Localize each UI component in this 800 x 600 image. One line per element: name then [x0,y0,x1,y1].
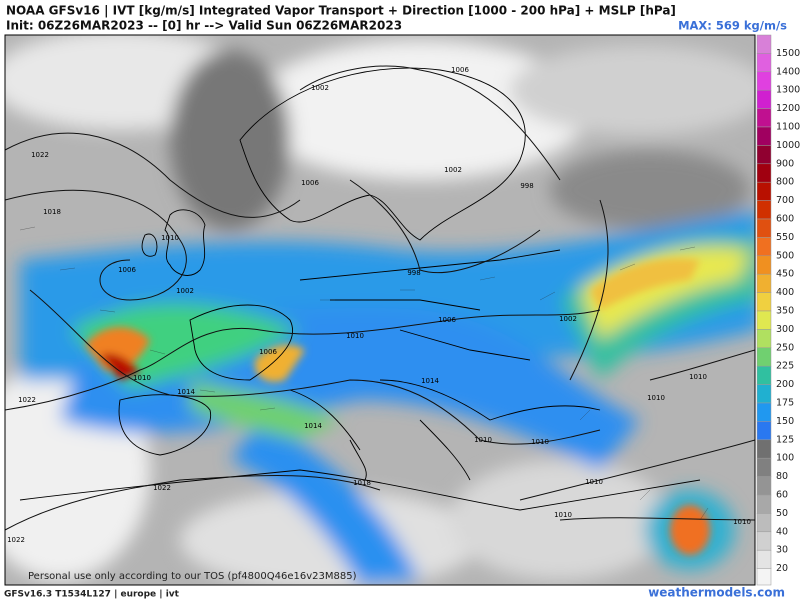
init-time: Init: 06Z26MAR2023 -- [0] hr --> Valid S… [6,19,402,33]
colorbar-swatch [756,329,772,349]
colorbar-swatch [756,494,772,514]
colorbar-label: 150 [776,416,794,427]
colorbar-swatch [756,384,772,404]
colorbar-swatch [756,457,772,477]
colorbar-label: 1500 [776,48,800,59]
isobar-label: 1018 [43,208,61,216]
isobar-label: 998 [407,269,420,277]
isobar-label: 1010 [346,332,364,340]
colorbar-label: 1000 [776,140,800,151]
footer-model: GFSv16.3 T1534L127 | europe | ivt [4,590,180,600]
colorbar-label: 100 [776,453,794,464]
colorbar-label: 550 [776,232,794,243]
colorbar-swatch [756,163,772,183]
title: NOAA GFSv16 | IVT [kg/m/s] Integrated Va… [6,4,676,18]
colorbar-label: 40 [776,526,788,537]
colorbar-label: 450 [776,269,794,280]
colorbar-label: 1200 [776,103,800,114]
isobar-label: 1022 [31,151,49,159]
colorbar-label: 50 [776,508,788,519]
isobar-label: 1006 [451,66,469,74]
colorbar-label: 300 [776,324,794,335]
isobar-label: 1014 [304,422,322,430]
colorbar-label: 60 [776,490,788,501]
isobar-label: 1006 [118,266,136,274]
colorbar-swatch [756,476,772,496]
colorbar-label: 80 [776,471,788,482]
isobar-label: 1010 [474,436,492,444]
isobar-label: 1002 [311,84,329,92]
colorbar-swatch [756,34,772,54]
colorbar-label: 800 [776,177,794,188]
isobar-label: 1022 [7,536,25,544]
colorbar-swatch [756,71,772,91]
colorbar-swatch [756,439,772,459]
colorbar-label: 600 [776,214,794,225]
colorbar-label: 200 [776,379,794,390]
colorbar-swatch [756,108,772,128]
isobar-label: 1002 [176,287,194,295]
colorbar-swatch [756,53,772,73]
isobar-label: 1002 [444,166,462,174]
colorbar-swatch [756,365,772,385]
colorbar-swatch [756,513,772,533]
map-frame [4,34,756,586]
colorbar-swatch [756,347,772,367]
colorbar-label: 700 [776,195,794,206]
colorbar-label: 125 [776,434,794,445]
isobar-label: 1010 [554,511,572,519]
isobar-label: 1022 [153,484,171,492]
isobar-label: 998 [520,182,533,190]
map [5,35,755,585]
colorbar-label: 20 [776,563,788,574]
watermark: Personal use only according to our TOS (… [28,571,357,582]
colorbar-label: 500 [776,250,794,261]
isobar-label: 1002 [559,315,577,323]
isobar-label: 1014 [421,377,439,385]
colorbar-swatch [756,310,772,330]
isobar-label: 1022 [18,396,36,404]
colorbar-swatch [756,531,772,551]
colorbar-swatch [756,145,772,165]
footer-site[interactable]: weathermodels.com [648,586,785,600]
colorbar-swatch [756,255,772,275]
isobar-label: 1014 [177,388,195,396]
colorbar-label: 175 [776,398,794,409]
isobar-label: 1006 [259,348,277,356]
isobar-label: 1006 [438,316,456,324]
colorbar-label: 350 [776,306,794,317]
isobar-label: 1010 [133,374,151,382]
isobar-label: 1010 [733,518,751,526]
colorbar-swatch [756,126,772,146]
isobar-label: 1010 [585,478,603,486]
max-value: MAX: 569 kg/m/s [678,19,787,33]
isobar-label: 1018 [353,479,371,487]
colorbar-label: 1300 [776,85,800,96]
colorbar-swatch [756,89,772,109]
colorbar-swatch [756,237,772,257]
isobar-labels: 1022 1018 1002 1006 1006 1002 998 1010 1006 1002 9… [7,66,751,544]
colorbar-swatch [756,218,772,238]
isobar-label: 1010 [531,438,549,446]
isobar-label: 1010 [161,234,179,242]
colorbar-label: 250 [776,342,794,353]
colorbar-label: 400 [776,287,794,298]
colorbar-swatch [756,181,772,201]
isobar-label: 1010 [647,394,665,402]
colorbar-label: 900 [776,158,794,169]
colorbar-swatch [756,273,772,293]
colorbar-swatch [756,402,772,422]
isobar-label: 1010 [689,373,707,381]
colorbar-label: 1400 [776,66,800,77]
colorbar-swatch [756,200,772,220]
colorbar-swatch [756,421,772,441]
isobar-label: 1006 [301,179,319,187]
colorbar-label: 1100 [776,122,800,133]
colorbar: 1500 1400 1300 1200 1100 1000 900 800 700 600 550 5… [756,34,800,586]
colorbar-label: 30 [776,545,788,556]
colorbar-label: 225 [776,361,794,372]
colorbar-swatch [756,549,772,569]
colorbar-swatch [756,292,772,312]
